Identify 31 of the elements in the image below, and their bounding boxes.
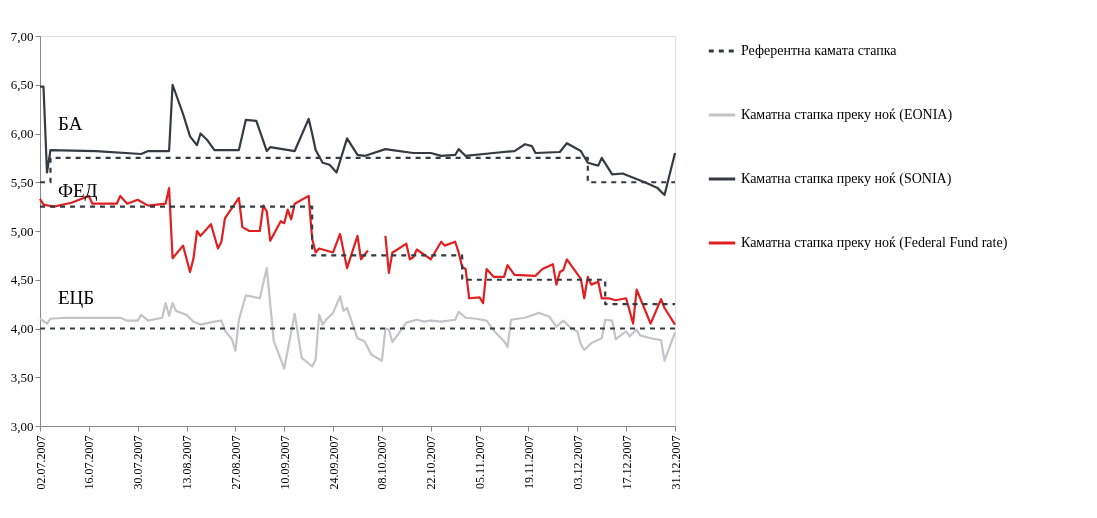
x-tick-label: 13.08.2007 — [180, 435, 195, 490]
legend-label: Каматна стапка преку ноќ (Federal Fund rate) — [741, 235, 1008, 251]
x-tick-label: 02.07.2007 — [33, 435, 48, 490]
y-tick-label: 4,00 — [10, 321, 34, 336]
line-series — [38, 266, 677, 370]
y-tick-label: 4,50 — [10, 272, 34, 288]
x-tick-label: 31.12.2007 — [668, 435, 683, 490]
y-tick-label: 7,00 — [10, 28, 34, 44]
y-tick-label: 5,50 — [10, 174, 34, 190]
x-tick-label: 24.09.2007 — [326, 435, 341, 490]
x-tick-label: 17.12.2007 — [619, 435, 634, 490]
y-tick-label: 6,50 — [10, 77, 34, 93]
x-tick-label: 05.11.2007 — [473, 435, 488, 490]
x-tick-label: 22.10.2007 — [424, 435, 439, 490]
y-tick-label: 3,50 — [10, 369, 34, 385]
y-tick-label: 6,00 — [10, 126, 34, 141]
annotation: БА — [58, 113, 83, 134]
annotation: ЕЦБ — [58, 287, 95, 308]
x-tick-label: 30.07.2007 — [131, 435, 146, 490]
x-tick-label: 08.10.2007 — [375, 435, 390, 490]
annotation: ФЕД — [58, 180, 98, 201]
x-tick-label: 16.07.2007 — [82, 435, 97, 490]
legend-label: Каматна стапка преку ноќ (SONIA) — [741, 171, 952, 187]
y-tick-label: 3,00 — [10, 418, 34, 434]
y-tick-label: 5,00 — [10, 223, 34, 239]
x-tick-label: 03.12.2007 — [570, 435, 585, 490]
x-tick-label: 27.08.2007 — [228, 435, 243, 490]
x-tick-label: 10.09.2007 — [277, 435, 292, 490]
legend-label: Каматна стапка преку ноќ (EONIA) — [741, 107, 953, 123]
legend-label: Референтна камата стапка — [741, 43, 898, 58]
x-tick-label: 19.11.2007 — [521, 435, 536, 490]
